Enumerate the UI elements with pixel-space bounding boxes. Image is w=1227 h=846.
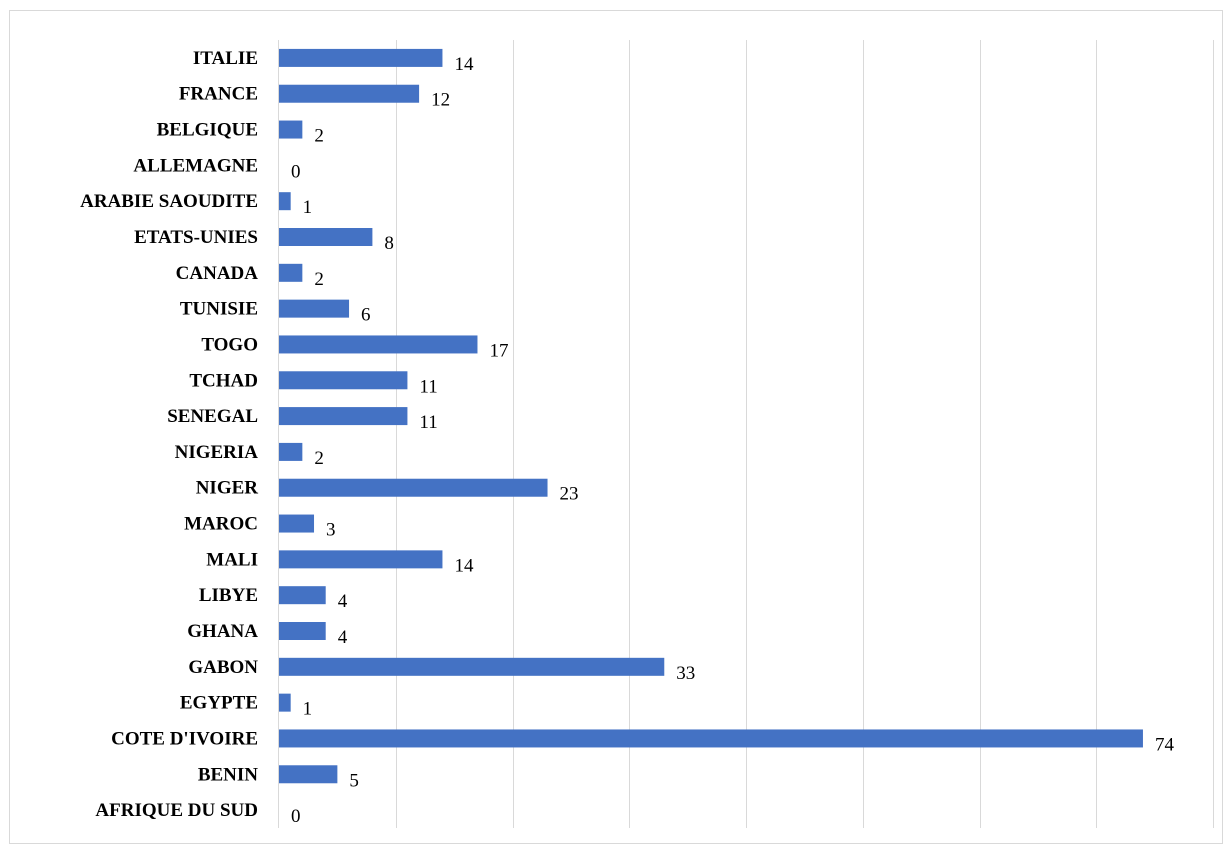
data-label-egypte: 1 [303,699,313,720]
category-label-cote-d-ivoire: COTE D'IVOIRE [111,728,258,749]
data-label-gabon: 33 [676,663,695,684]
category-label-italie: ITALIE [193,48,258,69]
data-label-belgique: 2 [314,126,324,147]
data-label-tunisie: 6 [361,305,371,326]
data-label-tchad: 11 [419,376,437,397]
data-label-senegal: 11 [419,412,437,433]
data-label-cote-d-ivoire: 74 [1155,734,1175,755]
category-label-gabon: GABON [188,657,258,678]
bar-egypte [279,693,291,712]
category-label-togo: TOGO [201,334,258,355]
data-label-etats-unies: 8 [384,233,394,254]
bar-series [279,48,1143,784]
category-label-benin: BENIN [198,764,258,785]
data-label-libye: 4 [338,591,348,612]
bar-maroc [279,514,315,533]
bar-belgique [279,120,303,139]
category-label-allemagne: ALLEMAGNE [133,155,258,176]
grid-layer [396,40,1214,828]
bar-mali [279,550,443,569]
data-label-allemagne: 0 [291,161,301,182]
category-label-libye: LIBYE [199,585,258,606]
data-label-ghana: 4 [338,627,348,648]
data-label-maroc: 3 [326,520,336,541]
bar-togo [279,335,478,354]
data-label-afrique-du-sud: 0 [291,806,301,827]
bar-italie [279,48,443,67]
category-label-tchad: TCHAD [189,370,258,391]
bar-senegal [279,407,408,426]
category-label-france: FRANCE [179,84,258,105]
category-label-ghana: GHANA [187,621,258,642]
category-label-canada: CANADA [176,263,259,284]
category-label-tunisie: TUNISIE [180,299,258,320]
bar-tunisie [279,299,350,318]
category-label-etats-unies: ETATS-UNIES [134,227,258,248]
category-label-egypte: EGYPTE [180,693,258,714]
bar-gabon [279,657,665,676]
chart-frame [9,10,1223,844]
bar-etats-unies [279,228,373,246]
bar-benin [279,765,338,784]
data-label-nigeria: 2 [314,448,324,469]
category-label-maroc: MAROC [184,514,258,535]
data-label-arabie-saoudite: 1 [303,197,313,218]
bar-france [279,84,420,103]
data-label-italie: 14 [454,54,474,75]
category-label-senegal: SENEGAL [167,406,258,427]
bar-tchad [279,371,408,390]
data-label-niger: 23 [560,484,579,505]
bar-libye [279,586,326,605]
data-label-mali: 14 [454,555,474,576]
category-label-arabie-saoudite: ARABIE SAOUDITE [80,191,258,212]
bar-niger [279,478,548,497]
bar-ghana [279,622,326,640]
category-labels: ITALIE FRANCE BELGIQUE ALLEMAGNE ARABIE SAOU… [80,48,258,821]
category-label-belgique: BELGIQUE [157,120,258,141]
bar-cote-d-ivoire [279,729,1143,748]
category-label-niger: NIGER [196,478,259,499]
data-label-canada: 2 [314,269,324,290]
category-label-afrique-du-sud: AFRIQUE DU SUD [95,800,258,821]
bar-arabie-saoudite [279,192,291,211]
bar-canada [279,263,303,282]
data-label-benin: 5 [349,770,359,791]
category-label-mali: MALI [206,549,258,570]
bar-nigeria [279,442,303,461]
data-label-togo: 17 [489,340,508,361]
category-label-nigeria: NIGERIA [175,442,259,463]
data-label-france: 12 [431,90,450,111]
